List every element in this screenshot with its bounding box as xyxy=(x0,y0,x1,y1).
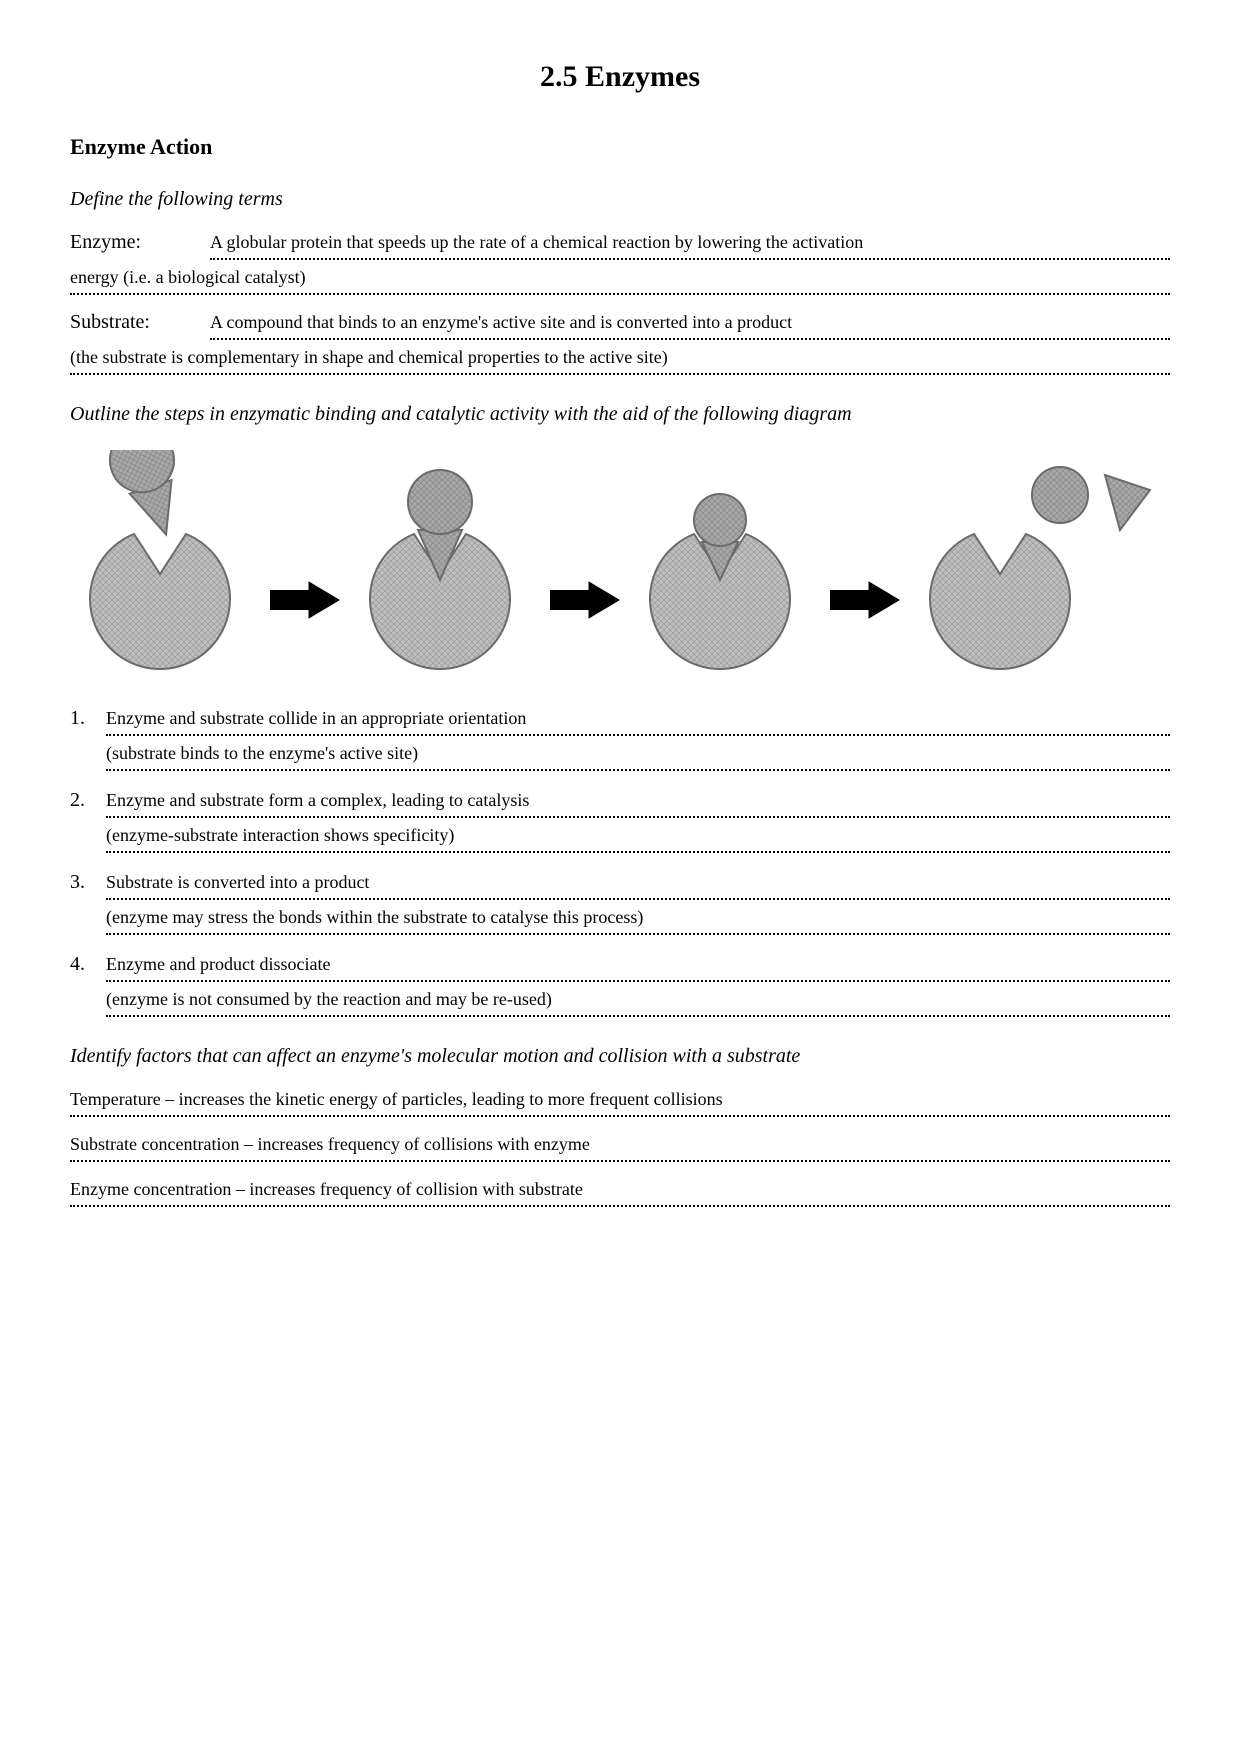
step-number: 4. xyxy=(70,953,106,976)
step-sub: (enzyme may stress the bonds within the … xyxy=(106,904,1170,935)
steps-list: 1.Enzyme and substrate collide in an app… xyxy=(70,705,1170,1017)
diagram-stage xyxy=(90,450,230,669)
enzyme-line1: A globular protein that speeds up the ra… xyxy=(210,229,1170,260)
term-substrate: Substrate: xyxy=(70,311,210,334)
arrow-icon xyxy=(830,581,900,619)
diagram-stage xyxy=(930,467,1150,669)
instruction-factors: Identify factors that can affect an enzy… xyxy=(70,1045,1170,1068)
step-row: 2.Enzyme and substrate form a complex, l… xyxy=(70,787,1170,818)
definition-enzyme: Enzyme: A globular protein that speeds u… xyxy=(70,229,1170,295)
factor-line: Enzyme concentration – increases frequen… xyxy=(70,1176,1170,1207)
factors-list: Temperature – increases the kinetic ener… xyxy=(70,1086,1170,1207)
page-title: 2.5 Enzymes xyxy=(70,60,1170,94)
step-sub: (enzyme-substrate interaction shows spec… xyxy=(106,822,1170,853)
substrate-head xyxy=(694,494,746,546)
step-row: 1.Enzyme and substrate collide in an app… xyxy=(70,705,1170,736)
step-sub: (enzyme is not consumed by the reaction … xyxy=(106,986,1170,1017)
step-main: Enzyme and substrate form a complex, lea… xyxy=(106,787,1170,818)
diagram-stage xyxy=(370,470,510,669)
step-number: 3. xyxy=(70,871,106,894)
arrow-icon xyxy=(270,581,340,619)
step-main: Substrate is converted into a product xyxy=(106,869,1170,900)
enzyme-line2: energy (i.e. a biological catalyst) xyxy=(70,264,1170,295)
factor-line: Substrate concentration – increases freq… xyxy=(70,1131,1170,1162)
step-main: Enzyme and product dissociate xyxy=(106,951,1170,982)
product-shape xyxy=(1032,467,1088,523)
enzyme-shape xyxy=(930,534,1070,669)
factor-line: Temperature – increases the kinetic ener… xyxy=(70,1086,1170,1117)
step-number: 2. xyxy=(70,789,106,812)
enzyme-diagram-svg xyxy=(70,450,1160,670)
substrate-line1: A compound that binds to an enzyme's act… xyxy=(210,309,1170,340)
arrow-icon xyxy=(550,581,620,619)
diagram-stage xyxy=(650,494,790,669)
substrate-line2: (the substrate is complementary in shape… xyxy=(70,344,1170,375)
enzyme-diagram xyxy=(70,450,1170,675)
step-number: 1. xyxy=(70,707,106,730)
step-main: Enzyme and substrate collide in an appro… xyxy=(106,705,1170,736)
step-sub: (substrate binds to the enzyme's active … xyxy=(106,740,1170,771)
section-heading-enzyme-action: Enzyme Action xyxy=(70,134,1170,160)
term-enzyme: Enzyme: xyxy=(70,231,210,254)
step-row: 4.Enzyme and product dissociate xyxy=(70,951,1170,982)
instruction-diagram: Outline the steps in enzymatic binding a… xyxy=(70,403,1170,426)
step-row: 3.Substrate is converted into a product xyxy=(70,869,1170,900)
product-shape xyxy=(1105,475,1150,530)
instruction-define: Define the following terms xyxy=(70,188,1170,211)
enzyme-shape xyxy=(90,534,230,669)
definition-substrate: Substrate: A compound that binds to an e… xyxy=(70,309,1170,375)
substrate-head xyxy=(408,470,472,534)
